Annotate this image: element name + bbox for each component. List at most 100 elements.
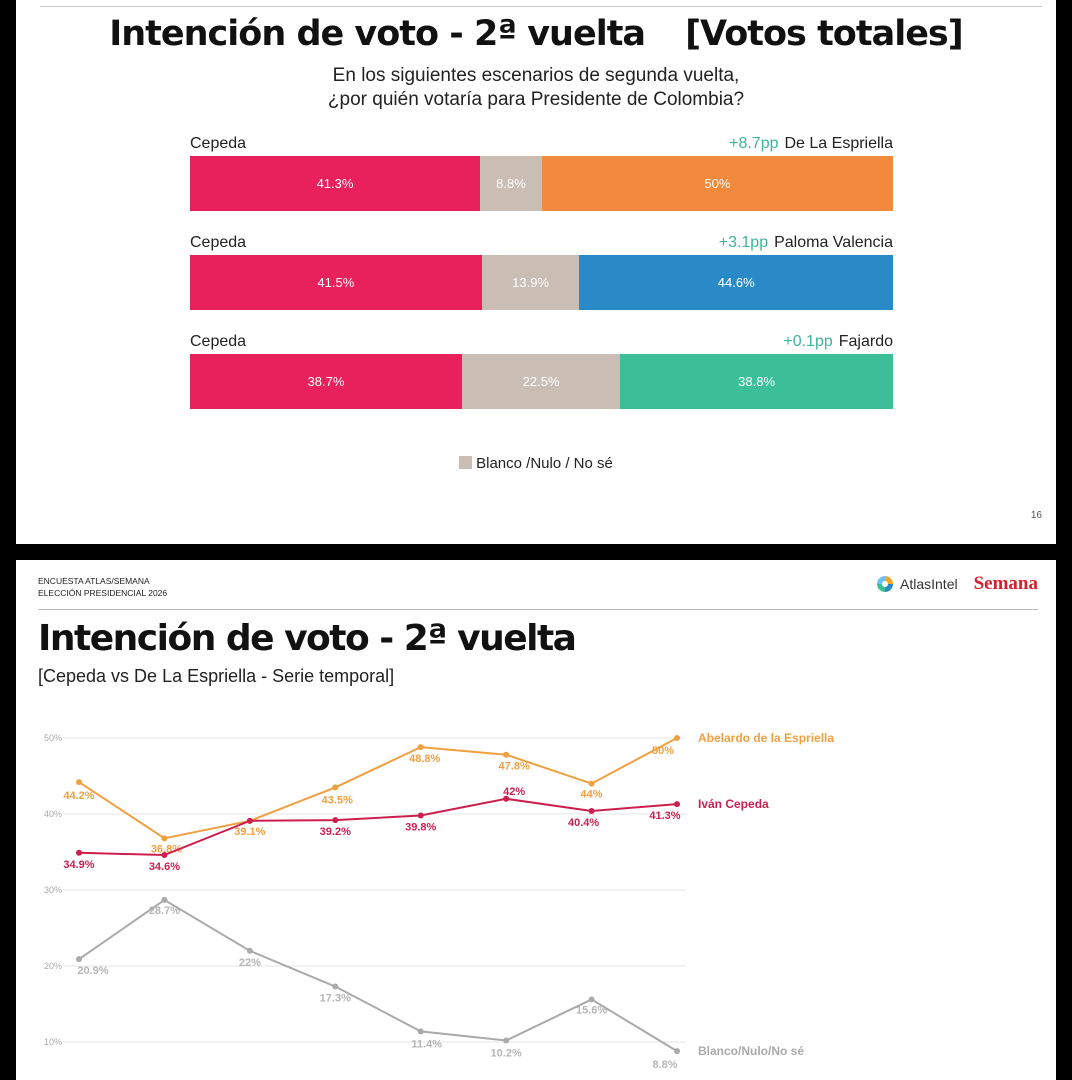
data-label: 8.8% — [652, 1059, 677, 1071]
stacked-bar: 38.7% 22.5% 38.8% — [190, 354, 893, 409]
data-label: 47.8% — [499, 761, 530, 773]
data-point — [332, 784, 339, 791]
slide-serie-temporal: ENCUESTA ATLAS/SEMANA ELECCIÓN PRESIDENC… — [16, 560, 1056, 1080]
data-label: 11.4% — [411, 1038, 442, 1050]
data-point — [503, 1037, 510, 1044]
data-point — [76, 956, 82, 963]
y-tick-label: 30% — [44, 885, 62, 895]
y-tick-label: 50% — [44, 733, 62, 743]
data-point — [76, 779, 82, 786]
series-name: Abelardo de la Espriella — [698, 731, 834, 745]
data-point — [161, 835, 168, 842]
bar-segment: 13.9% — [481, 255, 580, 310]
series-name: Iván Cepeda — [698, 797, 769, 811]
bar-segment: 44.6% — [579, 255, 893, 310]
y-tick-label: 40% — [44, 809, 62, 819]
data-label: 40.4% — [568, 817, 599, 829]
bar-segment: 38.8% — [620, 354, 893, 409]
top-divider — [40, 6, 1042, 7]
data-label: 48.8% — [409, 753, 440, 765]
bar-segment: 8.8% — [480, 156, 542, 211]
scenario-left-label: Cepeda — [190, 234, 247, 251]
line-chart: 50% 40% 30% 20% 10% 44.2% 36.8% 39.1% 43.5% 48.8%… — [44, 731, 834, 1071]
data-label: 43.5% — [322, 794, 353, 806]
question-line-2: ¿por quién votaría para Presidente de Co… — [327, 89, 745, 110]
data-point — [588, 996, 595, 1003]
series-line — [78, 898, 678, 1052]
bar-segment: 38.7% — [190, 354, 463, 409]
lead-difference: +3.1pp — [718, 234, 769, 251]
opponent-name: De La Espriella — [784, 135, 894, 152]
slide-votos-totales: Intención de voto - 2ª vuelta [Votos tota… — [16, 0, 1056, 544]
question-line-1: En los siguientes escenarios de segunda … — [332, 65, 740, 86]
question-text: En los siguientes escenarios de segunda … — [16, 64, 1056, 112]
series-line — [78, 797, 678, 857]
atlas-icon — [877, 576, 893, 592]
y-tick-label: 10% — [44, 1037, 62, 1047]
stacked-bar: 41.5% 13.9% 44.6% — [190, 255, 893, 310]
legend-label: Blanco /Nulo / No sé — [476, 455, 613, 472]
data-label: 39.8% — [405, 822, 436, 834]
data-point — [674, 801, 680, 808]
data-label: 22% — [239, 957, 261, 969]
logos: AtlasIntel Semana — [875, 573, 1038, 595]
data-label: 34.6% — [149, 861, 180, 873]
data-point — [246, 947, 253, 954]
data-label: 34.9% — [63, 859, 94, 871]
legend-swatch-blanco — [459, 456, 473, 469]
lead-difference: +8.7pp — [729, 135, 779, 152]
data-label: 36.8% — [151, 843, 182, 855]
atlasintel-logo: AtlasIntel — [875, 574, 958, 594]
scenario-left-label: Cepeda — [190, 135, 247, 152]
scenario-right-label: +3.1pp Paloma Valencia — [719, 234, 893, 252]
data-point — [161, 852, 168, 859]
bar-segment: 41.3% — [190, 156, 481, 211]
header-divider — [38, 609, 1038, 610]
header-line-1: ENCUESTA ATLAS/SEMANA — [38, 576, 150, 586]
header-line-2: ELECCIÓN PRESIDENCIAL 2026 — [38, 588, 168, 598]
data-label: 15.6% — [576, 1004, 607, 1016]
data-label: 39.1% — [234, 826, 265, 838]
data-point — [503, 795, 510, 802]
scenario-3: Cepeda +0.1pp Fajardo 38.7% 22.5% 38.8% — [190, 333, 893, 413]
series-line — [78, 737, 678, 840]
data-label: 39.2% — [320, 826, 351, 838]
slide2-title: Intención de voto - 2ª vuelta — [38, 618, 577, 659]
data-label: 17.3% — [320, 993, 351, 1005]
scenario-1: Cepeda +8.7pp De La Espriella 41.3% 8.8% 50% — [190, 135, 893, 215]
survey-header: ENCUESTA ATLAS/SEMANA ELECCIÓN PRESIDENC… — [38, 575, 167, 599]
data-point — [417, 744, 424, 751]
data-point — [503, 751, 510, 758]
scenario-right-label: +8.7pp De La Espriella — [729, 135, 893, 153]
scenario-2: Cepeda +3.1pp Paloma Valencia 41.5% 13.9% 44.… — [190, 234, 893, 314]
legend: Blanco /Nulo / No sé — [16, 455, 1056, 472]
semana-logo: Semana — [973, 573, 1038, 594]
data-point — [674, 1048, 680, 1055]
data-point — [588, 807, 595, 814]
page-number: 16 — [1030, 510, 1042, 521]
bar-segment: 22.5% — [462, 354, 621, 409]
scenario-right-label: +0.1pp Fajardo — [783, 333, 893, 351]
data-point — [246, 817, 253, 824]
title-main: Intención de voto - 2ª vuelta — [109, 14, 646, 54]
opponent-name: Fajardo — [838, 333, 893, 350]
lead-difference: +0.1pp — [783, 333, 833, 350]
scenario-left-label: Cepeda — [190, 333, 247, 350]
y-tick-label: 20% — [44, 961, 62, 971]
data-label: 10.2% — [491, 1047, 522, 1059]
data-label: 20.9% — [77, 965, 108, 977]
data-point — [332, 817, 339, 824]
data-point — [161, 896, 168, 903]
opponent-name: Paloma Valencia — [774, 234, 893, 251]
data-point — [674, 735, 680, 741]
series-name: Blanco/Nulo/No sé — [698, 1044, 804, 1058]
data-point — [588, 780, 595, 787]
data-label: 44.2% — [63, 790, 94, 802]
title-bracket: [Votos totales] — [685, 14, 964, 54]
stacked-bar: 41.3% 8.8% 50% — [190, 156, 893, 211]
slide1-title: Intención de voto - 2ª vuelta [Votos tota… — [16, 14, 1056, 54]
slide2-subtitle: [Cepeda vs De La Espriella - Serie tempo… — [38, 666, 395, 686]
data-point — [332, 983, 339, 990]
data-label: 28.7% — [149, 905, 180, 917]
data-label: 44% — [581, 789, 603, 801]
